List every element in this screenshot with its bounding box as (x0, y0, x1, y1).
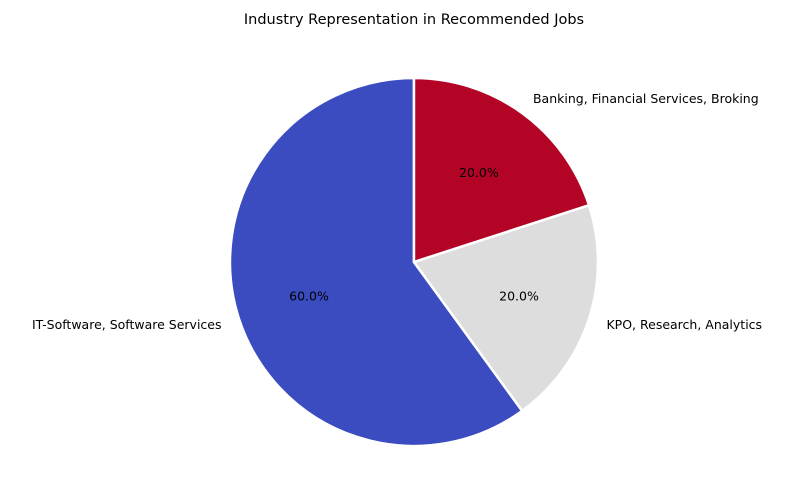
pie-slice-2 (412, 76, 591, 264)
pie-slices (228, 76, 600, 448)
pie-percent-labels: 60.0% 20.0% 20.0% (289, 165, 539, 303)
pie-percent-label-0: 60.0% (289, 289, 329, 304)
pie-category-labels: IT-Software, Software Services KPO, Resea… (32, 91, 762, 332)
pie-category-label-2: Banking, Financial Services, Broking (533, 91, 759, 106)
pie-percent-label-1: 20.0% (499, 289, 539, 304)
pie-slice-0 (228, 76, 524, 448)
pie-category-label-1: KPO, Research, Analytics (606, 317, 762, 332)
pie-slice-1 (412, 203, 600, 413)
pie-category-label-0: IT-Software, Software Services (32, 317, 222, 332)
chart-title: Industry Representation in Recommended J… (244, 12, 584, 28)
pie-percent-label-2: 20.0% (459, 165, 499, 180)
